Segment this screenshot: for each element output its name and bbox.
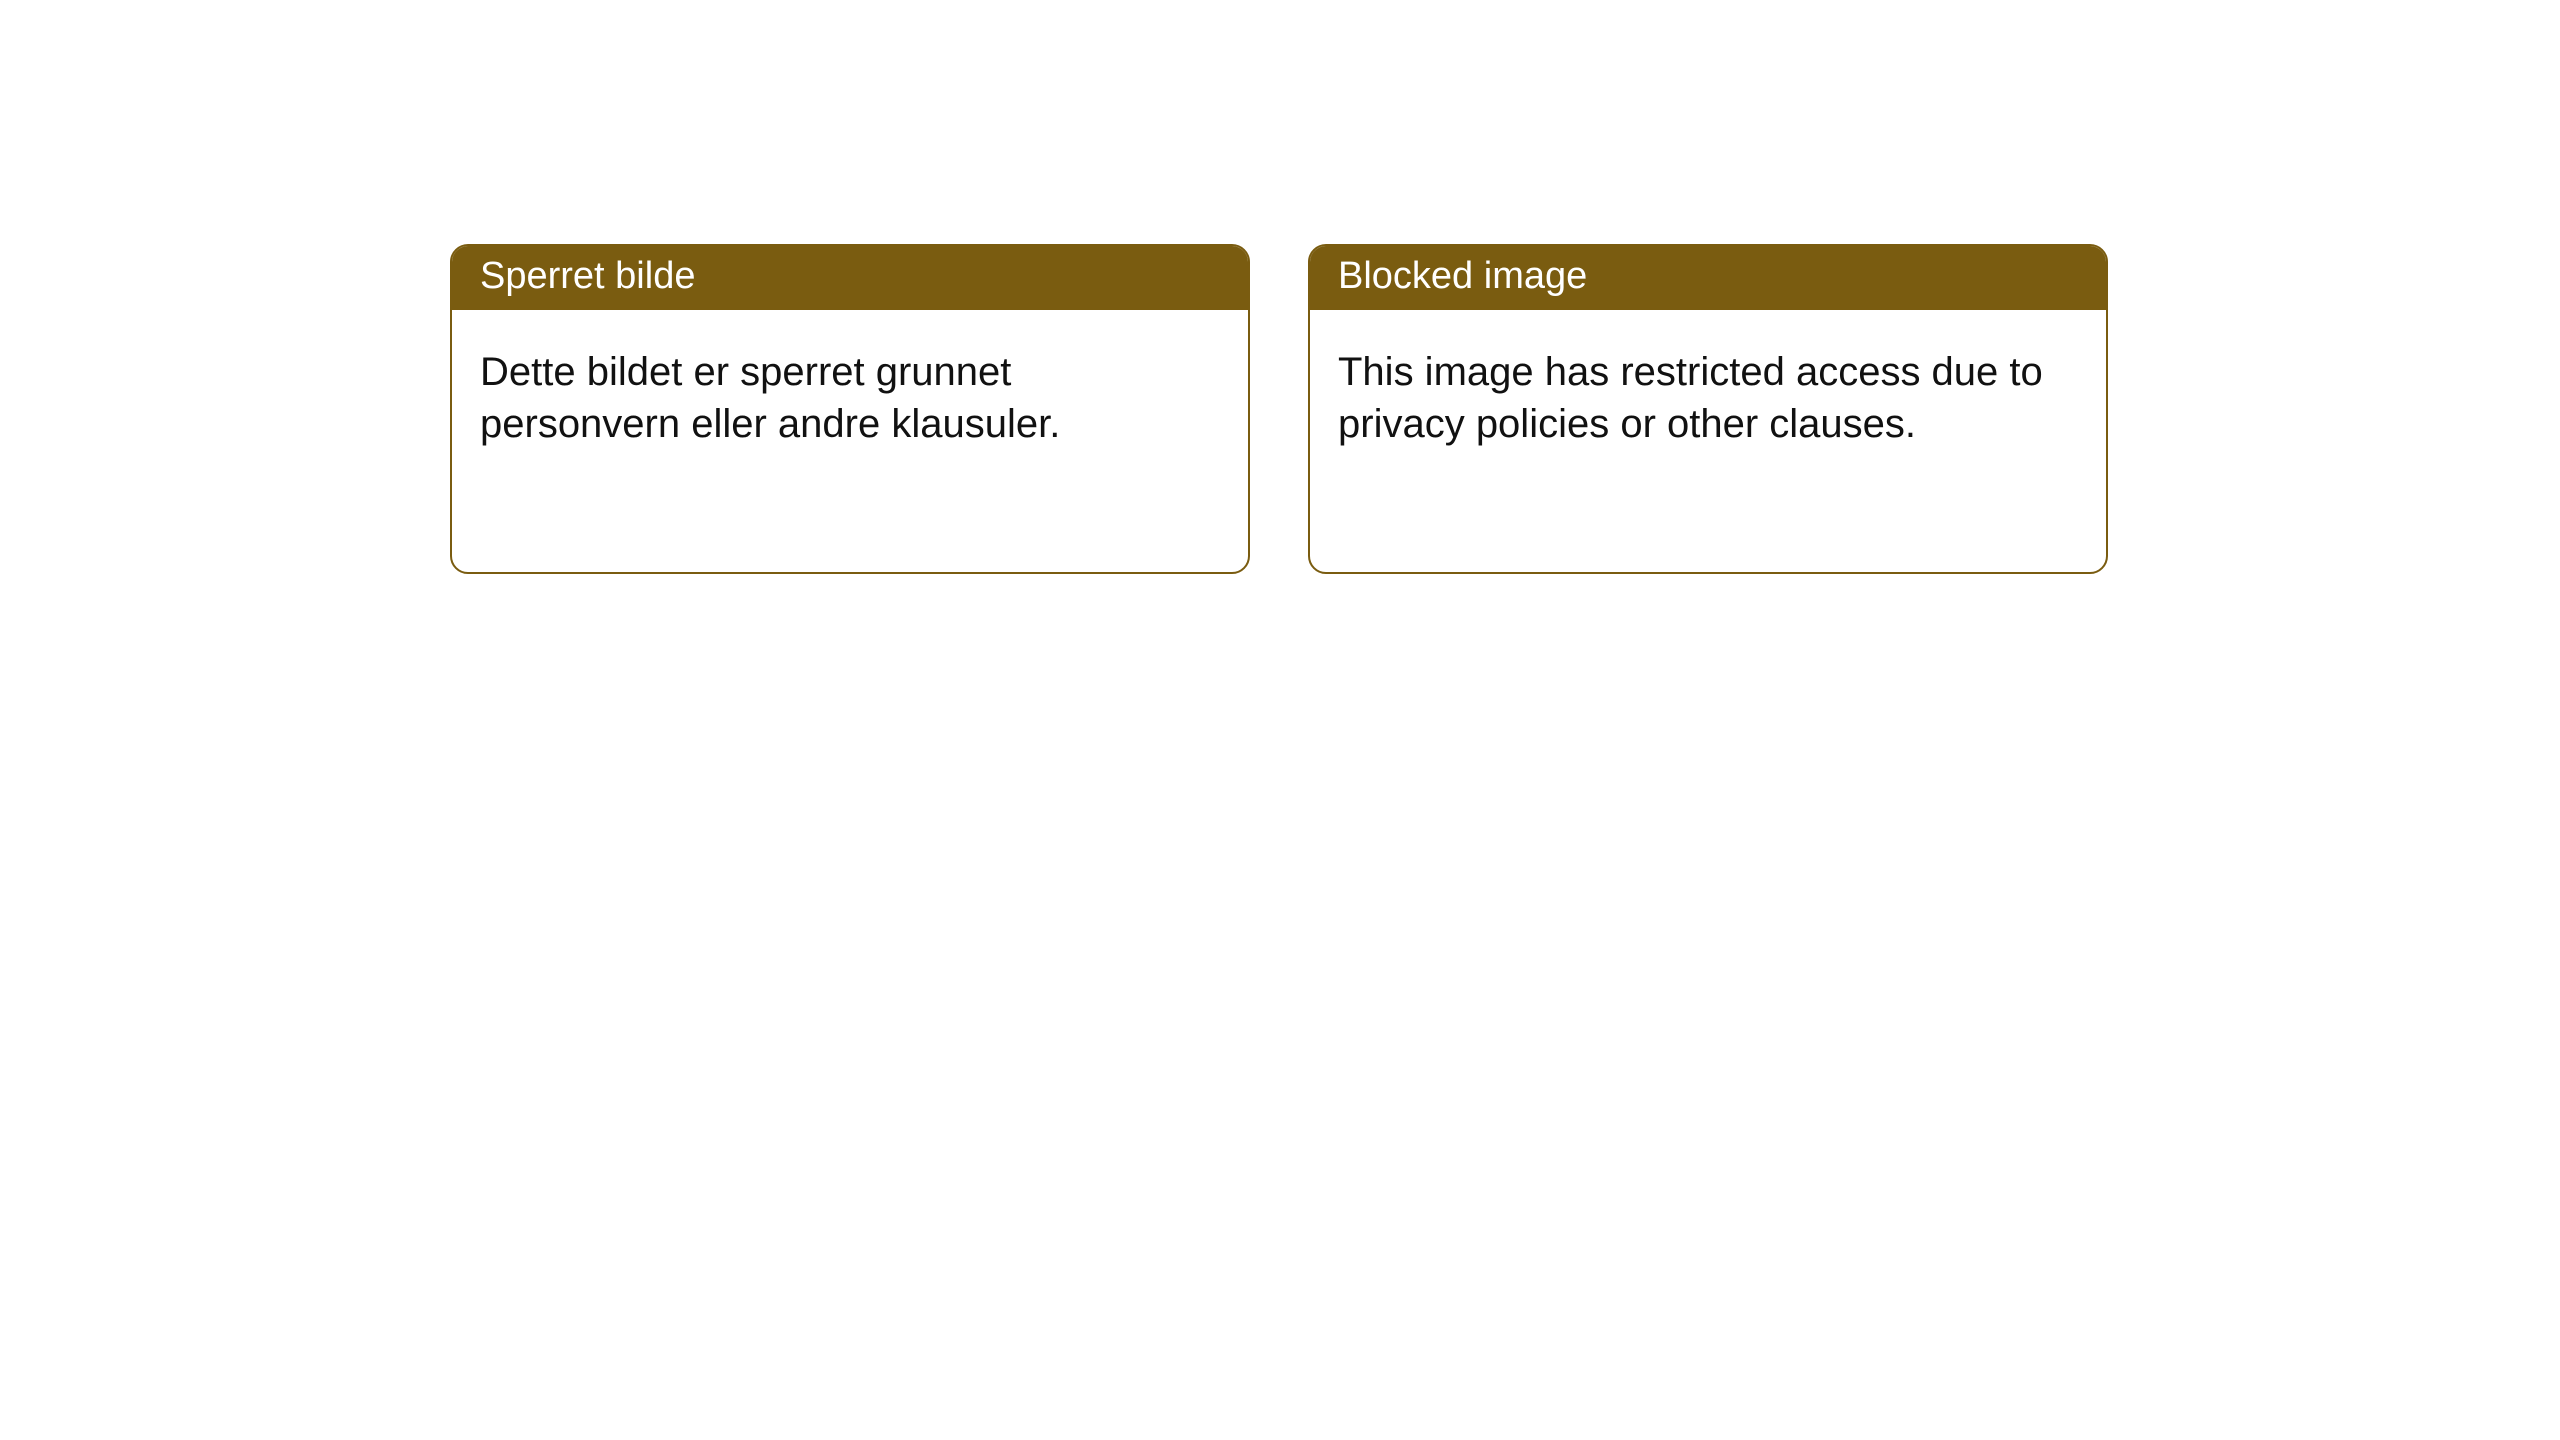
blocked-image-notice-card-no: Sperret bilde Dette bildet er sperret gr… [450, 244, 1250, 574]
notice-title: Blocked image [1310, 246, 2106, 310]
notice-title: Sperret bilde [452, 246, 1248, 310]
blocked-image-notice-container: Sperret bilde Dette bildet er sperret gr… [450, 244, 2560, 574]
blocked-image-notice-card-en: Blocked image This image has restricted … [1308, 244, 2108, 574]
notice-body: This image has restricted access due to … [1310, 310, 2106, 480]
notice-body: Dette bildet er sperret grunnet personve… [452, 310, 1248, 480]
